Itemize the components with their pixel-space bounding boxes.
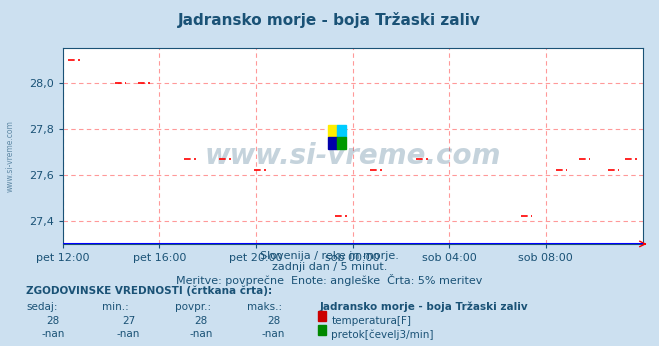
Text: pretok[čevelj3/min]: pretok[čevelj3/min] [331,329,434,340]
Text: Slovenija / reke in morje.: Slovenija / reke in morje. [260,251,399,261]
Text: -nan: -nan [189,329,213,339]
Text: 28: 28 [267,316,280,326]
Text: -nan: -nan [117,329,140,339]
Text: min.:: min.: [102,302,129,312]
Text: 27: 27 [122,316,135,326]
Text: povpr.:: povpr.: [175,302,211,312]
Text: ZGODOVINSKE VREDNOSTI (črtkana črta):: ZGODOVINSKE VREDNOSTI (črtkana črta): [26,285,272,296]
Text: 28: 28 [46,316,59,326]
Text: Meritve: povprečne  Enote: angleške  Črta: 5% meritev: Meritve: povprečne Enote: angleške Črta:… [177,274,482,286]
Text: temperatura[F]: temperatura[F] [331,316,411,326]
Text: maks.:: maks.: [247,302,282,312]
Text: -nan: -nan [262,329,285,339]
Text: -nan: -nan [41,329,65,339]
Text: 28: 28 [194,316,208,326]
Text: zadnji dan / 5 minut.: zadnji dan / 5 minut. [272,262,387,272]
Text: sedaj:: sedaj: [26,302,58,312]
Text: www.si-vreme.com: www.si-vreme.com [204,142,501,170]
Text: Jadransko morje - boja Tržaski zaliv: Jadransko morje - boja Tržaski zaliv [178,12,481,28]
Text: Jadransko morje - boja Tržaski zaliv: Jadransko morje - boja Tržaski zaliv [320,302,529,312]
Text: www.si-vreme.com: www.si-vreme.com [5,120,14,192]
